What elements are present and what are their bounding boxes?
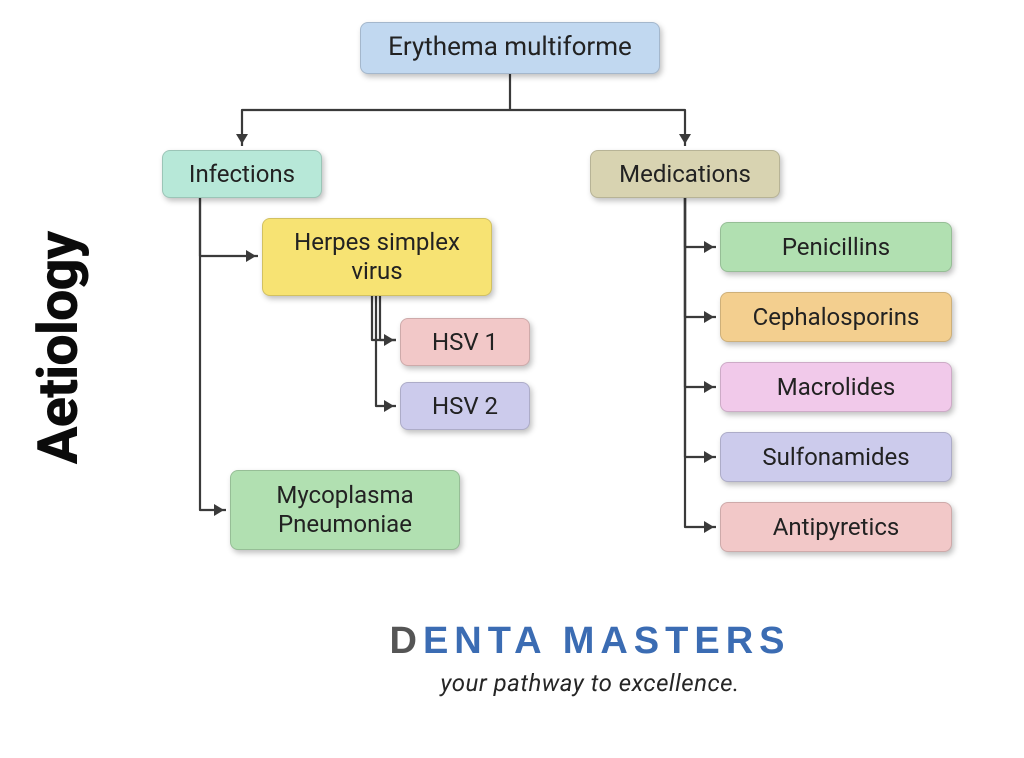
footer-logo: DENTA MASTERS your pathway to excellence… (280, 620, 900, 697)
node-hsv2: HSV 2 (400, 382, 530, 430)
logo-wordmark: DENTA MASTERS (280, 620, 900, 663)
node-myco: MycoplasmaPneumoniae (230, 470, 460, 550)
node-infections: Infections (162, 150, 322, 198)
node-ceph: Cephalosporins (720, 292, 952, 342)
logo-rest-text: ENTA MASTERS (423, 620, 791, 662)
node-hsv1: HSV 1 (400, 318, 530, 366)
node-hsv: Herpes simplexvirus (262, 218, 492, 296)
node-antipy: Antipyretics (720, 502, 952, 552)
node-sulfo: Sulfonamides (720, 432, 952, 482)
title-aetiology: Aetiology (25, 232, 91, 464)
node-root: Erythema multiforme (360, 22, 660, 74)
node-pen: Penicillins (720, 222, 952, 272)
logo-d-glyph: D (389, 620, 422, 662)
logo-tagline: your pathway to excellence. (280, 669, 900, 697)
node-macro: Macrolides (720, 362, 952, 412)
node-medications: Medications (590, 150, 780, 198)
